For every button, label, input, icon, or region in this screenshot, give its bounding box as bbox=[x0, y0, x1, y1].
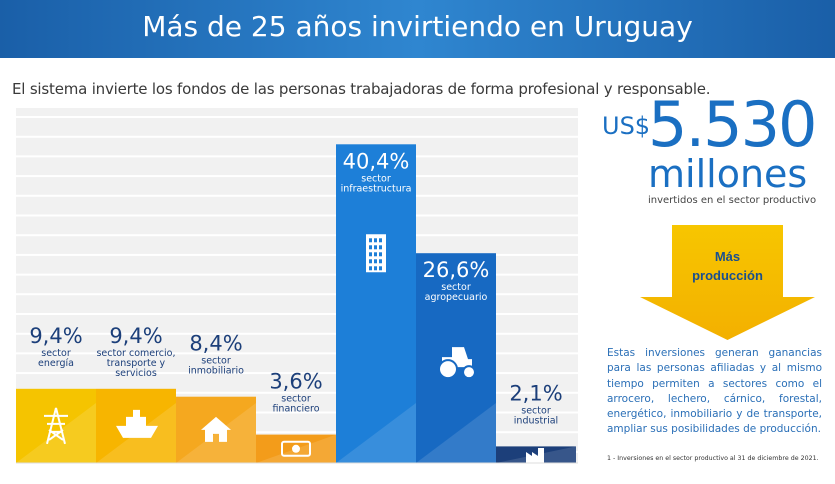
bar-category-label: sector bbox=[281, 394, 311, 405]
bar-category-label: inmobiliario bbox=[188, 366, 244, 377]
building-window bbox=[369, 245, 372, 250]
bar-sheen bbox=[16, 403, 96, 463]
building-window bbox=[379, 266, 382, 271]
down-arrow-icon bbox=[640, 225, 815, 340]
bar-category-label: sector bbox=[361, 173, 391, 184]
bar-sheen bbox=[416, 403, 496, 463]
money-icon bbox=[281, 440, 311, 457]
building-window bbox=[374, 266, 377, 271]
building-window bbox=[379, 259, 382, 264]
bar-value-label: 2,1% bbox=[509, 381, 562, 405]
building-window bbox=[374, 252, 377, 257]
arrow-label: Más producción bbox=[640, 247, 815, 285]
house-icon bbox=[201, 416, 231, 442]
money-icon-coin bbox=[292, 444, 300, 453]
tractor-wheel-front bbox=[462, 365, 476, 380]
ship-icon bbox=[116, 409, 158, 438]
bar-category-label: infraestructura bbox=[341, 183, 412, 194]
building-window bbox=[374, 259, 377, 264]
bar-category-label: sector comercio, bbox=[96, 348, 175, 359]
production-arrow: Más producción bbox=[640, 225, 815, 340]
description-text: Estas inversiones generan ganancias para… bbox=[607, 347, 822, 436]
bar-category-label: servicios bbox=[115, 368, 157, 379]
bar-category-label: transporte y bbox=[107, 358, 166, 369]
amount-unit: millones bbox=[648, 152, 808, 196]
page-subtitle: El sistema invierte los fondos de las pe… bbox=[12, 80, 711, 98]
bar-category-label: sector bbox=[441, 282, 471, 293]
building-window bbox=[374, 238, 377, 243]
bar-category-label: sector bbox=[41, 348, 71, 359]
building-window bbox=[369, 266, 372, 271]
page-title: Más de 25 años invirtiendo en Uruguay bbox=[142, 10, 693, 43]
power-tower-icon bbox=[44, 407, 68, 445]
building-window bbox=[369, 238, 372, 243]
bar bbox=[336, 144, 416, 464]
bar-value-label: 9,4% bbox=[29, 324, 82, 348]
building-window bbox=[379, 245, 382, 250]
arrow-label-line-1: Más bbox=[714, 249, 741, 264]
investment-amount: 5.530 bbox=[648, 88, 817, 161]
bar-group: 9,4%sector comercio,transporte yservicio… bbox=[96, 324, 176, 463]
bar-sheen bbox=[336, 403, 416, 463]
header-banner: Más de 25 años invirtiendo en Uruguay bbox=[0, 0, 835, 58]
bar bbox=[16, 388, 96, 463]
bar-category-label: agropecuario bbox=[425, 292, 488, 303]
bar-category-label: financiero bbox=[272, 404, 319, 415]
building-window bbox=[374, 245, 377, 250]
bar-value-label: 40,4% bbox=[343, 149, 410, 173]
factory-icon bbox=[526, 448, 544, 464]
amount-note: invertidos en el sector productivo bbox=[648, 195, 817, 206]
footnote: 1 - Inversiones en el sector productivo … bbox=[607, 455, 819, 462]
building-window bbox=[379, 252, 382, 257]
building-window bbox=[379, 238, 382, 243]
bar-category-label: industrial bbox=[514, 415, 558, 426]
bar-sheen bbox=[256, 434, 336, 463]
bar-category-label: sector bbox=[521, 405, 551, 416]
bar-value-label: 8,4% bbox=[189, 332, 242, 356]
bar-category-label: energía bbox=[38, 358, 74, 369]
building-window bbox=[369, 259, 372, 264]
tractor-wheel-rear bbox=[438, 359, 458, 380]
bar-value-label: 3,6% bbox=[269, 370, 322, 394]
bar-value-label: 26,6% bbox=[423, 258, 490, 282]
arrow-label-line-2: producción bbox=[692, 268, 763, 283]
building-window bbox=[369, 252, 372, 257]
bar-category-label: sector bbox=[201, 356, 231, 367]
currency-label: US$ bbox=[602, 112, 651, 140]
bar-value-label: 9,4% bbox=[109, 324, 162, 348]
